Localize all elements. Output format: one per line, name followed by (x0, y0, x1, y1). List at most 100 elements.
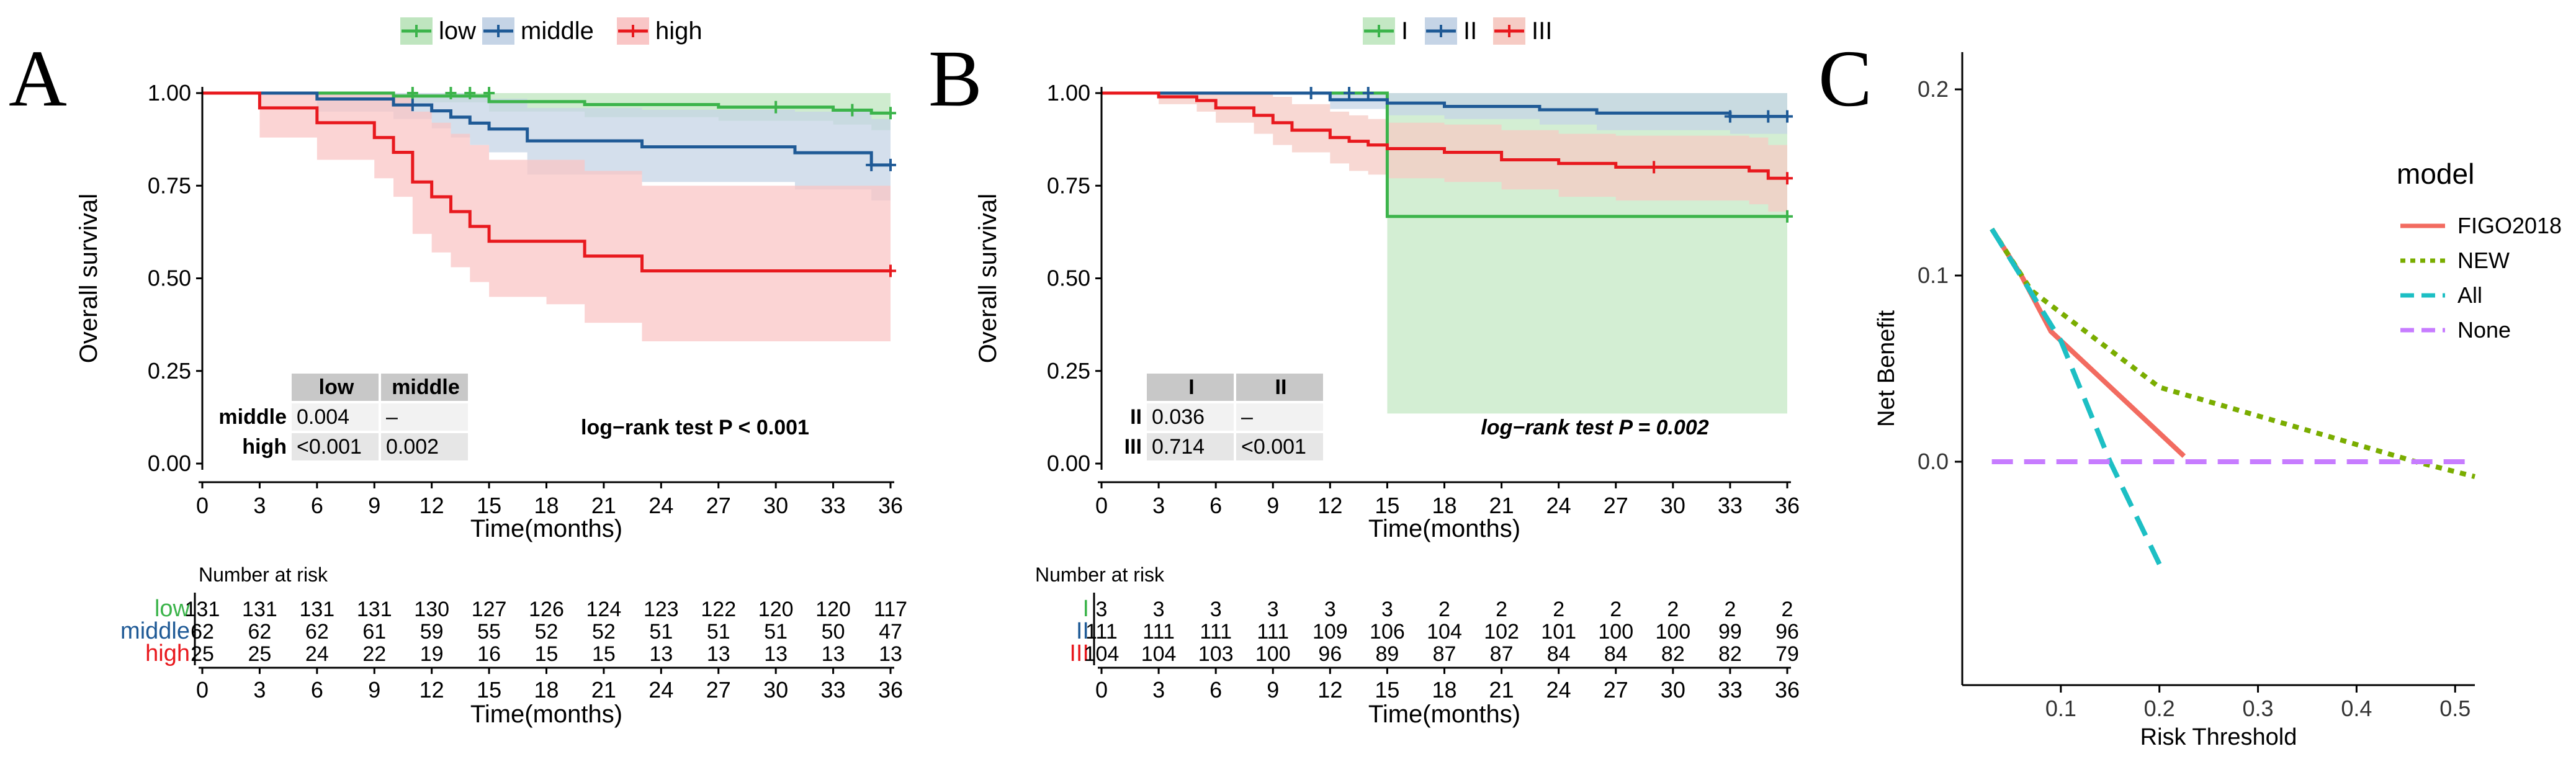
table-cell: 0.004 (297, 405, 349, 429)
y-tick-label: 0.25 (1047, 358, 1090, 384)
table-row-label: III (1124, 435, 1142, 459)
risk-value: 120 (758, 598, 794, 621)
risk-x-tick-label: 6 (311, 677, 323, 702)
risk-x-tick-label: 15 (1375, 677, 1399, 702)
legend-label-None: None (2457, 317, 2511, 343)
risk-value: 111 (1085, 620, 1118, 644)
x-tick-label: 24 (648, 493, 673, 518)
x-tick-label: 3 (1152, 493, 1165, 518)
risk-value: 96 (1318, 642, 1342, 666)
risk-value: 2 (1496, 598, 1507, 621)
risk-value: 13 (649, 642, 673, 666)
risk-value: 117 (874, 598, 907, 621)
risk-value: 22 (362, 642, 386, 666)
x-tick-label: 24 (1546, 493, 1571, 518)
risk-value: 2 (1438, 598, 1450, 621)
censor-mark-II (1762, 110, 1774, 123)
y-tick-label: 0.0 (1918, 449, 1949, 474)
risk-x-tick-label: 18 (534, 677, 559, 702)
risk-value: 131 (357, 598, 392, 621)
legend-label-II: II (1463, 17, 1477, 45)
risk-value: 2 (1667, 598, 1679, 621)
panel-letter-b: B (928, 34, 982, 123)
risk-x-tick-label: 21 (1489, 677, 1514, 702)
x-tick-label: 0 (1095, 493, 1108, 518)
x-axis-title: Time(months) (470, 515, 622, 542)
x-tick-label: 18 (1432, 493, 1456, 518)
x-tick-label: 6 (311, 493, 323, 518)
risk-value: 124 (586, 598, 622, 621)
km-plot-a: 0.000.250.500.751.000 3 6 9 12 15 18 21 24 27 30 33… (75, 80, 903, 542)
risk-value: 126 (529, 598, 564, 621)
risk-x-tick-label: 36 (878, 677, 903, 702)
ci-band-middle (202, 93, 891, 201)
risk-title: Number at risk (199, 563, 328, 586)
risk-value: 15 (535, 642, 559, 666)
risk-x-tick-label: 15 (477, 677, 501, 702)
km-curve-II (1102, 91, 1787, 119)
risk-x-tick-label: 6 (1209, 677, 1222, 702)
table-header-label: I (1188, 375, 1194, 399)
x-tick-label: 15 (1375, 493, 1399, 518)
legend-label-I: I (1401, 17, 1408, 45)
table-row-label: II (1130, 405, 1142, 429)
risk-value: 55 (477, 620, 501, 644)
risk-x-tick-label: 24 (1546, 677, 1571, 702)
risk-value: 101 (1541, 620, 1576, 644)
table-header-label: low (319, 375, 354, 399)
risk-value: 16 (477, 642, 501, 666)
censor-mark-low (483, 87, 495, 99)
risk-value: 51 (707, 620, 730, 644)
logrank-b: log−rank test P = 0.002 (1481, 416, 1708, 439)
censor-mark-III (1648, 161, 1660, 174)
y-axis-title: Overall survival (974, 194, 1002, 363)
risk-x-tick-label: 21 (591, 677, 616, 702)
table-cell-bg (381, 433, 468, 460)
x-tick-label: 33 (1718, 493, 1743, 518)
risk-value: 51 (764, 620, 788, 644)
risk-value: 99 (1718, 620, 1742, 644)
x-tick-label: 0.4 (2341, 696, 2372, 721)
x-tick-label: 33 (821, 493, 846, 518)
x-tick-label: 36 (878, 493, 903, 518)
risk-value: 15 (592, 642, 616, 666)
censor-mark-middle (406, 99, 418, 112)
risk-row-label-low: low (155, 596, 191, 622)
risk-row-label-II: II (1076, 618, 1089, 644)
x-tick-label: 0.3 (2243, 696, 2274, 721)
x-tick-label: 27 (706, 493, 731, 518)
risk-row-label-I: I (1082, 596, 1089, 622)
table-cell: 0.002 (386, 435, 439, 459)
table-header-cell (381, 374, 468, 401)
risk-value: 87 (1490, 642, 1514, 666)
x-tick-label: 0.5 (2439, 696, 2471, 721)
risk-value: 123 (644, 598, 679, 621)
risk-row-label-middle: middle (120, 618, 190, 644)
table-cell-bg (292, 403, 379, 431)
risk-value: 3 (1381, 598, 1393, 621)
risk-value: 52 (592, 620, 616, 644)
y-tick-label: 0.50 (1047, 266, 1090, 291)
risk-value: 62 (305, 620, 329, 644)
risk-value: 82 (1661, 642, 1685, 666)
risk-value: 51 (649, 620, 673, 644)
x-tick-label: 27 (1604, 493, 1628, 518)
legend-label-NEW: NEW (2457, 248, 2510, 273)
risk-x-tick-label: 27 (706, 677, 731, 702)
table-cell-bg (1147, 433, 1234, 460)
risk-value: 2 (1610, 598, 1622, 621)
risk-x-tick-label: 30 (763, 677, 788, 702)
censor-mark-low (770, 101, 782, 114)
censor-mark-low (846, 104, 858, 117)
legend-label-middle: middle (521, 17, 594, 45)
x-tick-label: 36 (1775, 493, 1800, 518)
risk-x-tick-label: 30 (1661, 677, 1685, 702)
risk-x-tick-label: 9 (1267, 677, 1279, 702)
censor-mark-II (1724, 110, 1736, 123)
x-tick-label: 21 (1489, 493, 1514, 518)
km-curve-middle (202, 91, 891, 167)
risk-value: 122 (701, 598, 736, 621)
risk-x-tick-label: 0 (1095, 677, 1108, 702)
